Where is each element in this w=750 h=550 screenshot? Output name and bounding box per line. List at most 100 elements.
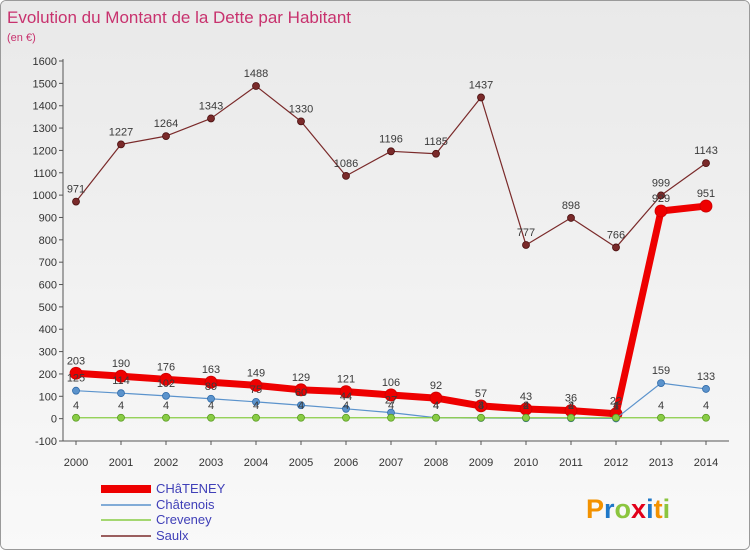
data-point — [342, 171, 350, 180]
data-label: 1185 — [424, 136, 448, 148]
data-point — [162, 391, 170, 400]
data-point — [342, 413, 350, 422]
data-point — [432, 149, 440, 158]
data-point — [702, 413, 710, 422]
data-label: 4 — [613, 400, 619, 412]
data-point — [162, 413, 170, 422]
data-label: 190 — [112, 358, 130, 370]
y-tick-label: 600 — [39, 280, 57, 292]
data-point — [252, 397, 260, 406]
data-point — [384, 388, 398, 402]
data-label: 176 — [157, 361, 175, 373]
data-point — [117, 413, 125, 422]
data-point — [702, 159, 710, 168]
data-label: 36 — [565, 393, 577, 405]
logo-letter: o — [615, 494, 632, 524]
data-label: 2 — [568, 400, 574, 412]
y-tick-label: 700 — [39, 257, 57, 269]
y-tick-label: 800 — [39, 235, 57, 247]
data-point — [702, 385, 710, 393]
data-label: 4 — [703, 400, 709, 412]
x-tick-label: 2007 — [379, 457, 403, 469]
data-label: 57 — [475, 388, 487, 400]
data-point — [297, 413, 305, 422]
chart-subtitle: (en €) — [7, 32, 36, 44]
data-point — [117, 140, 125, 149]
y-tick-label: 1500 — [33, 78, 57, 90]
data-point — [654, 204, 668, 218]
data-label: 121 — [337, 374, 355, 386]
data-point — [249, 378, 263, 392]
data-label: 999 — [652, 177, 670, 189]
y-tick-label: 900 — [39, 212, 57, 224]
logo-letter: i — [646, 494, 654, 524]
data-label: 4 — [208, 400, 214, 412]
data-point — [522, 413, 530, 422]
data-label: 203 — [67, 355, 85, 367]
data-point — [339, 385, 353, 399]
data-point — [159, 372, 173, 386]
data-point — [69, 366, 83, 380]
data-point — [297, 117, 305, 126]
data-label: 766 — [607, 229, 625, 241]
data-point — [477, 93, 485, 102]
data-point — [387, 147, 395, 156]
y-tick-label: 1100 — [33, 168, 57, 180]
data-label: 1 — [613, 400, 619, 412]
data-label: 4 — [73, 400, 79, 412]
data-point — [387, 413, 395, 422]
data-point — [567, 214, 575, 222]
data-label: 133 — [697, 371, 715, 383]
y-tick-label: 1600 — [33, 56, 57, 68]
data-point — [117, 389, 125, 398]
data-label: 44 — [340, 391, 352, 403]
data-label: 898 — [562, 200, 580, 212]
data-point — [72, 413, 80, 422]
logo-letter: t — [654, 494, 663, 524]
logo-letter: i — [663, 494, 671, 524]
logo-letter: x — [631, 494, 646, 524]
legend-entry-label: Saulx — [156, 528, 189, 543]
data-label: 4 — [253, 400, 259, 412]
data-label: 777 — [517, 227, 535, 239]
x-tick-label: 2002 — [154, 457, 178, 469]
y-tick-label: 400 — [39, 324, 57, 336]
y-tick-label: 1400 — [33, 101, 57, 113]
data-label: 4 — [343, 400, 349, 412]
data-label: 4 — [658, 400, 664, 412]
data-label: 1343 — [199, 100, 223, 112]
logo-letter: P — [586, 494, 604, 524]
data-label: 4 — [523, 400, 529, 412]
data-point — [114, 369, 128, 383]
data-point — [207, 413, 215, 422]
y-tick-label: 1200 — [33, 145, 57, 157]
data-label: 163 — [202, 364, 220, 376]
data-point — [162, 132, 170, 141]
data-point — [207, 394, 215, 403]
data-label: 43 — [520, 391, 532, 403]
data-label: 1143 — [694, 145, 718, 157]
data-label: 125 — [67, 373, 85, 385]
x-tick-label: 2003 — [199, 457, 223, 469]
data-label: 929 — [652, 193, 670, 205]
data-point — [207, 114, 215, 123]
logo-letter: r — [604, 494, 615, 524]
y-tick-label: 1300 — [33, 123, 57, 135]
data-point — [429, 391, 443, 405]
data-label: 129 — [292, 372, 310, 384]
data-point — [252, 82, 260, 90]
data-label: 1330 — [289, 103, 313, 115]
y-tick-label: 0 — [51, 414, 57, 426]
x-tick-label: 2010 — [514, 457, 538, 469]
x-tick-label: 2009 — [469, 457, 493, 469]
data-label: 89 — [205, 381, 217, 393]
data-point — [294, 383, 308, 397]
data-label: 4 — [118, 400, 124, 412]
data-point — [342, 404, 350, 413]
data-label: 27 — [385, 395, 397, 407]
data-label: 159 — [652, 365, 670, 377]
